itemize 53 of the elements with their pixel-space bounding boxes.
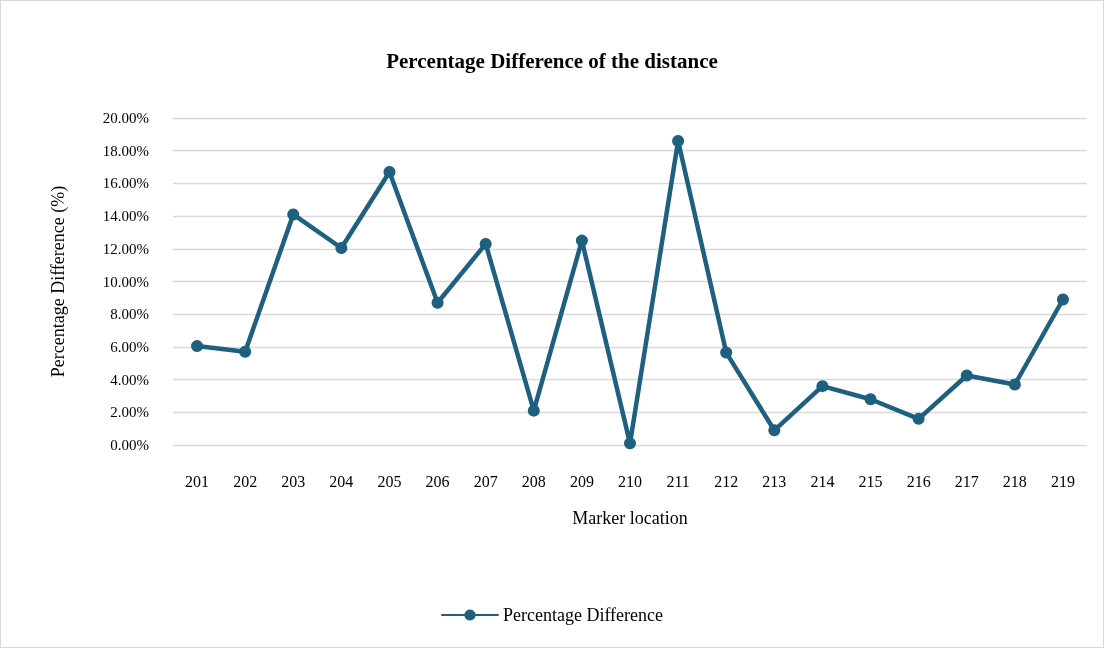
point	[575, 234, 588, 247]
x-tick-label: 216	[906, 472, 931, 490]
y-tick-label: 0.00%	[110, 437, 149, 453]
point	[383, 165, 396, 178]
x-tick-label: 212	[714, 472, 739, 490]
point	[816, 380, 829, 393]
point	[335, 241, 348, 254]
x-tick-label: 217	[954, 472, 979, 490]
point	[1056, 293, 1069, 306]
x-tick-label: 213	[762, 472, 787, 490]
point	[864, 393, 877, 406]
x-tick-label: 215	[858, 472, 883, 490]
point	[960, 369, 973, 382]
point	[431, 296, 444, 309]
x-tick-label: 211	[666, 472, 690, 490]
x-tick-label: 209	[569, 472, 594, 490]
point	[287, 208, 300, 221]
point	[624, 437, 636, 450]
x-tick-label: 208	[521, 472, 546, 490]
x-tick-label: 207	[473, 472, 498, 490]
y-tick-label: 10.00%	[102, 273, 149, 290]
y-tick-label: 16.00%	[102, 175, 149, 192]
point	[239, 345, 252, 358]
point	[479, 237, 492, 250]
x-tick-label: 206	[425, 472, 450, 490]
x-tick-label: 202	[233, 472, 258, 490]
y-tick-label: 18.00%	[102, 142, 149, 159]
x-axis-title: Marker location	[572, 508, 688, 528]
x-tick-label: 205	[377, 472, 402, 490]
y-tick-label: 20.00%	[102, 110, 149, 126]
x-tick-label: 201	[185, 472, 210, 490]
y-tick-label: 6.00%	[110, 338, 149, 355]
point	[912, 412, 925, 425]
point	[527, 404, 540, 417]
y-tick-label: 8.00%	[110, 306, 149, 323]
x-tick-label: 204	[329, 472, 354, 490]
x-tick-label: 210	[618, 472, 642, 490]
y-tick-label: 2.00%	[110, 404, 149, 421]
point	[672, 134, 685, 147]
y-tick-label: 14.00%	[102, 208, 149, 225]
x-tick-label: 219	[1050, 472, 1075, 490]
point	[1008, 378, 1021, 391]
x-tick-label: 203	[281, 472, 306, 490]
x-tick-label: 218	[1002, 472, 1027, 490]
y-tick-label: 12.00%	[102, 240, 149, 257]
y-tick-label: 4.00%	[110, 371, 149, 388]
chart-title: Percentage Difference of the distance	[386, 48, 718, 73]
x-tick-label: 214	[810, 472, 835, 490]
point	[768, 424, 781, 437]
point	[191, 340, 204, 353]
y-axis-title: Percentage Difference (%)	[48, 185, 69, 378]
legend-label: Percentage Difference	[502, 605, 664, 625]
point	[720, 346, 733, 359]
